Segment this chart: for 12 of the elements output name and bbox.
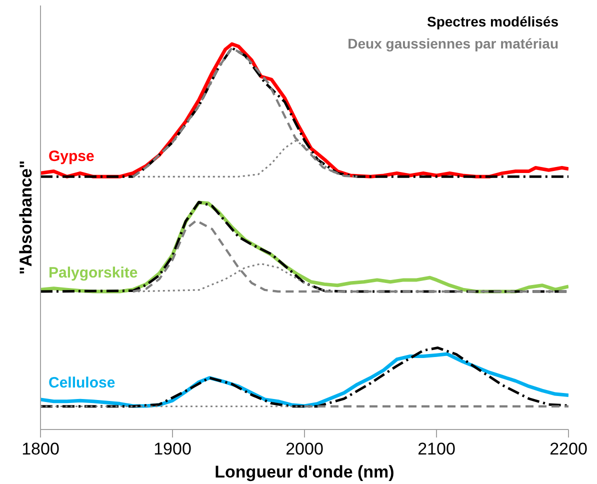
series-label: Cellulose <box>48 374 116 392</box>
x-axis-title: Longueur d'onde (nm) <box>214 462 394 482</box>
annotation: Deux gaussiennes par matériau <box>348 36 559 52</box>
x-tick-label: 1900 <box>154 440 192 458</box>
x-tick-label: 2200 <box>550 440 588 458</box>
x-tick-label: 2100 <box>418 440 456 458</box>
series-label: Palygorskite <box>48 264 138 282</box>
series-label: Gypse <box>48 148 94 166</box>
y-axis-title: "Absorbance" <box>16 160 36 275</box>
x-tick-label: 1800 <box>22 440 60 458</box>
x-tick-label: 2000 <box>286 440 324 458</box>
text: Spectres modélisés <box>426 14 559 30</box>
